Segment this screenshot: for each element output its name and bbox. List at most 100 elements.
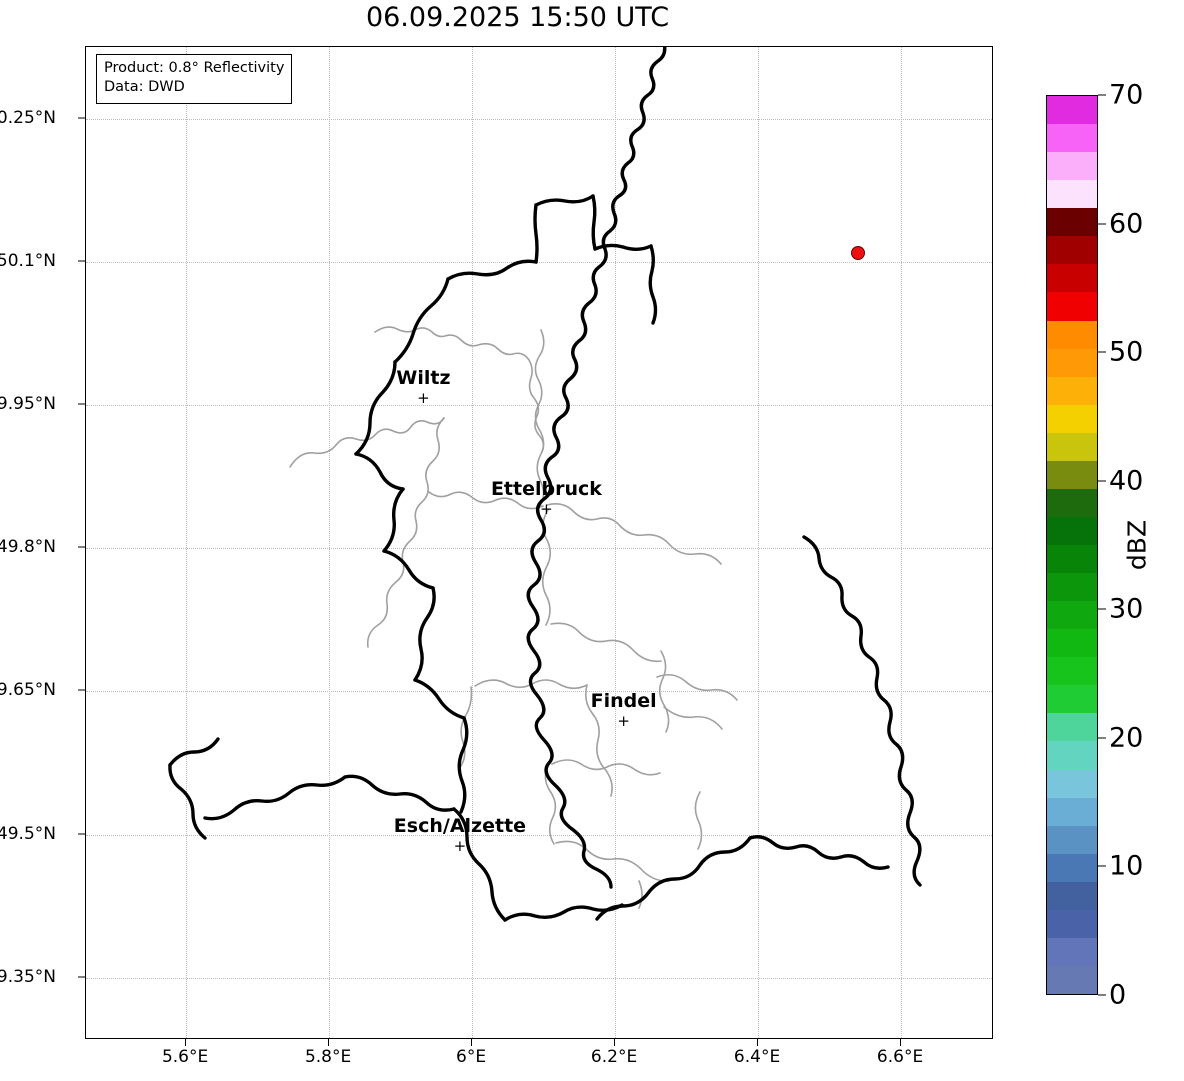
longitude-tick-label: 6.6°E bbox=[876, 1047, 924, 1067]
longitude-tick-mark bbox=[900, 1039, 902, 1046]
colorbar-band bbox=[1047, 208, 1097, 237]
longitude-tick-mark bbox=[185, 1039, 187, 1046]
colorbar-tick-label: 40 bbox=[1109, 465, 1144, 497]
latitude-tick-label: 49.8°N bbox=[0, 537, 56, 558]
colorbar-band bbox=[1047, 937, 1097, 966]
latitude-tick-mark bbox=[78, 260, 85, 262]
colorbar-tick-mark bbox=[1098, 737, 1106, 739]
colorbar-band bbox=[1047, 629, 1097, 658]
geography-layer bbox=[168, 47, 922, 922]
page-title: 06.09.2025 15:50 UTC bbox=[365, 2, 670, 33]
map-plot-area[interactable]: Wiltz + Ettelbruck + Findel + Esch/Alzette + Pr… bbox=[85, 46, 993, 1039]
colorbar-band bbox=[1047, 965, 1097, 994]
colorbar-band bbox=[1047, 741, 1097, 770]
latitude-tick-label: 49.65°N bbox=[0, 680, 56, 701]
city-cross-icon: + bbox=[453, 837, 467, 856]
colorbar-band bbox=[1047, 180, 1097, 209]
colorbar-tick-label: 10 bbox=[1109, 850, 1144, 882]
map-canvas: Wiltz + Ettelbruck + Findel + Esch/Alzette + Pr… bbox=[86, 47, 992, 1038]
longitude-tick-mark bbox=[328, 1039, 330, 1046]
colorbar-band bbox=[1047, 601, 1097, 630]
colorbar-band bbox=[1047, 348, 1097, 377]
colorbar-band bbox=[1047, 236, 1097, 265]
colorbar-band bbox=[1047, 516, 1097, 545]
longitude-tick-mark bbox=[471, 1039, 473, 1046]
gridline-latitude bbox=[86, 261, 992, 263]
longitude-tick-label: 6°E bbox=[456, 1047, 487, 1067]
colorbar-band bbox=[1047, 152, 1097, 181]
colorbar-tick-label: 60 bbox=[1109, 208, 1144, 240]
colorbar-tick-mark bbox=[1098, 223, 1106, 225]
city-label: Wiltz bbox=[396, 366, 451, 389]
colorbar-band bbox=[1047, 909, 1097, 938]
national-border bbox=[168, 47, 922, 922]
city-cross-icon: + bbox=[540, 500, 553, 519]
gridline-latitude bbox=[86, 834, 992, 836]
colorbar-band bbox=[1047, 432, 1097, 461]
longitude-tick-mark bbox=[757, 1039, 759, 1046]
colorbar-band bbox=[1047, 657, 1097, 686]
colorbar-tick-mark bbox=[1098, 351, 1106, 353]
gridline-longitude bbox=[186, 47, 188, 1038]
data-source-line: Data: DWD bbox=[104, 79, 185, 96]
colorbar-tick-mark bbox=[1098, 480, 1106, 482]
colorbar-band bbox=[1047, 545, 1097, 574]
colorbar-tick-label: 30 bbox=[1109, 593, 1144, 625]
latitude-tick-mark bbox=[78, 689, 85, 691]
gridline-latitude bbox=[86, 118, 992, 120]
colorbar-band bbox=[1047, 881, 1097, 910]
colorbar-band bbox=[1047, 404, 1097, 433]
latitude-tick-label: 49.95°N bbox=[0, 394, 56, 415]
gridline-longitude bbox=[758, 47, 760, 1038]
colorbar-axis-label: dBZ bbox=[1122, 519, 1152, 571]
colorbar-band bbox=[1047, 96, 1097, 125]
city-label: Ettelbruck bbox=[490, 478, 602, 501]
latitude-tick-mark bbox=[78, 546, 85, 548]
gridline-longitude bbox=[472, 47, 474, 1038]
gridline-longitude bbox=[615, 47, 617, 1038]
latitude-tick-mark bbox=[78, 403, 85, 405]
colorbar-band bbox=[1047, 685, 1097, 714]
colorbar-tick-mark bbox=[1098, 608, 1106, 610]
city-marker-wiltz[interactable]: Wiltz + bbox=[396, 366, 451, 407]
city-marker-findel[interactable]: Findel + bbox=[591, 692, 657, 729]
gridline-longitude bbox=[901, 47, 903, 1038]
colorbar-band bbox=[1047, 292, 1097, 321]
gridline-longitude bbox=[329, 47, 331, 1038]
latitude-tick-mark bbox=[78, 117, 85, 119]
colorbar-tick-label: 20 bbox=[1109, 722, 1144, 754]
city-cross-icon: + bbox=[617, 712, 630, 731]
longitude-tick-label: 6.2°E bbox=[590, 1047, 638, 1067]
city-label: Findel bbox=[590, 690, 657, 713]
city-cross-icon: + bbox=[417, 388, 430, 407]
longitude-tick-label: 5.8°E bbox=[304, 1047, 352, 1067]
latitude-tick-label: 49.35°N bbox=[0, 966, 56, 987]
colorbar-tick-mark bbox=[1098, 865, 1106, 867]
colorbar-band bbox=[1047, 460, 1097, 489]
colorbar-band bbox=[1047, 124, 1097, 153]
city-marker-ettelbruck[interactable]: Ettelbruck + bbox=[491, 480, 602, 517]
product-info-box: Product: 0.8° Reflectivity Data: DWD bbox=[96, 54, 293, 104]
colorbar-tick-mark bbox=[1098, 94, 1106, 96]
latitude-tick-label: 50.25°N bbox=[0, 107, 56, 128]
longitude-tick-label: 5.6°E bbox=[161, 1047, 209, 1067]
colorbar-band bbox=[1047, 825, 1097, 854]
colorbar-tick-label: 50 bbox=[1109, 336, 1144, 368]
colorbar-band bbox=[1047, 713, 1097, 742]
longitude-tick-mark bbox=[614, 1039, 616, 1046]
colorbar-band bbox=[1047, 853, 1097, 882]
longitude-tick-label: 6.4°E bbox=[733, 1047, 781, 1067]
gridline-latitude bbox=[86, 691, 992, 693]
product-line: Product: 0.8° Reflectivity bbox=[104, 60, 285, 76]
colorbar[interactable] bbox=[1046, 95, 1098, 995]
latitude-tick-mark bbox=[78, 833, 85, 835]
city-marker-esch-alzette[interactable]: Esch/Alzette + bbox=[394, 817, 526, 854]
colorbar-band bbox=[1047, 320, 1097, 349]
colorbar-band bbox=[1047, 797, 1097, 826]
radar-site-marker[interactable] bbox=[851, 246, 866, 261]
colorbar-band bbox=[1047, 769, 1097, 798]
colorbar-band bbox=[1047, 573, 1097, 602]
gridline-latitude bbox=[86, 977, 992, 979]
latitude-tick-label: 49.5°N bbox=[0, 823, 56, 844]
gridline-latitude bbox=[86, 548, 992, 550]
